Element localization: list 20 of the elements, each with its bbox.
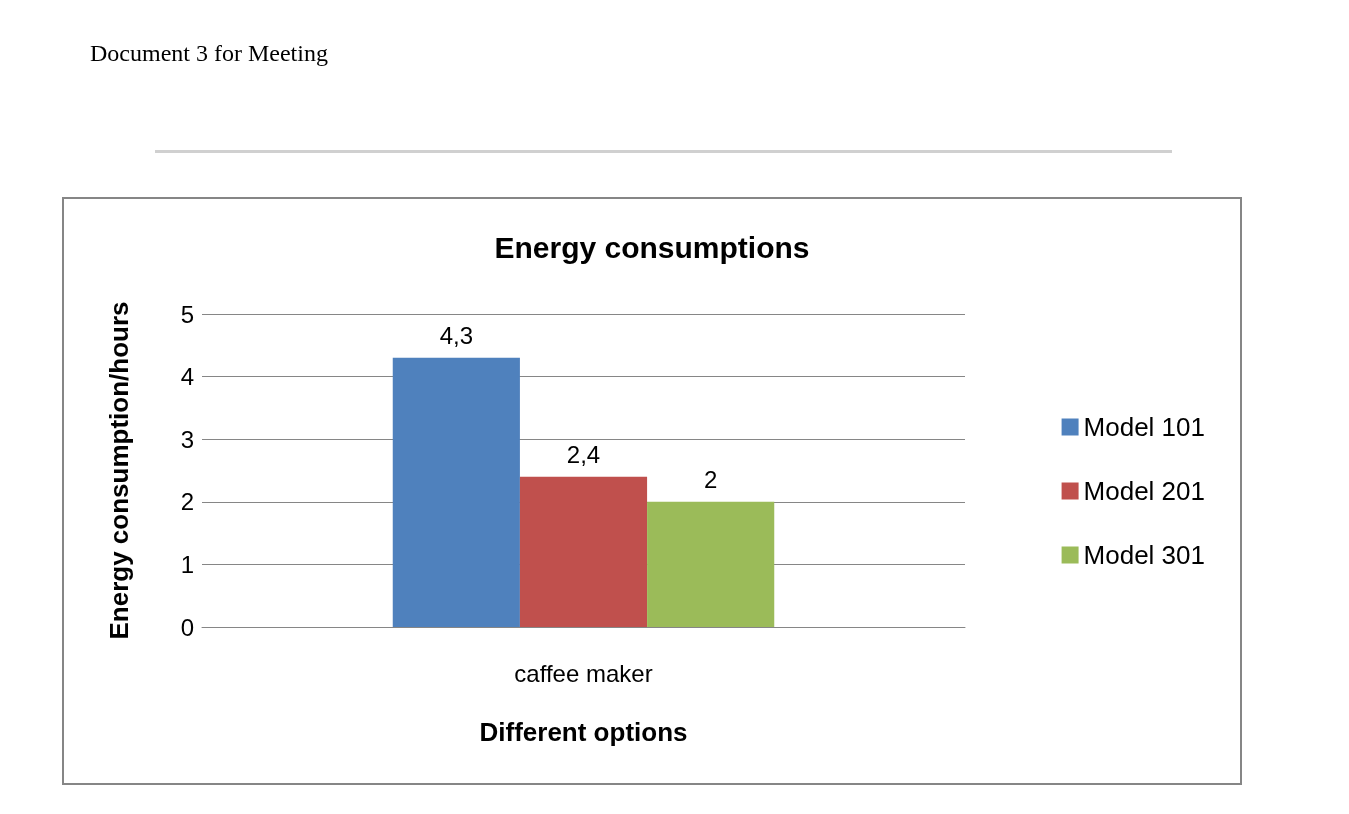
bar [647, 501, 775, 627]
y-tick-label: 2 [180, 488, 194, 516]
y-axis-title: Energy consumption/hours [104, 301, 134, 640]
bar [392, 357, 520, 627]
y-tick-label: 4 [180, 363, 194, 391]
data-label: 2 [703, 466, 718, 494]
x-axis-title: Different options [479, 717, 688, 747]
data-label: 4,3 [439, 322, 474, 350]
text: Document 3 for Meeting [90, 40, 328, 67]
legend-label: Model 101 [1083, 412, 1205, 442]
legend-label: Model 201 [1083, 476, 1205, 506]
bar [519, 476, 648, 627]
y-tick-label: 5 [180, 300, 194, 328]
y-tick-label: 3 [180, 425, 194, 453]
legend-label: Model 301 [1083, 540, 1205, 570]
x-tick-label: caffee maker [514, 659, 653, 687]
data-label: 2,4 [566, 441, 601, 469]
chart-title: Energy consumptions [494, 230, 810, 264]
y-tick-label: 1 [180, 550, 194, 578]
y-tick-label: 0 [180, 613, 194, 641]
